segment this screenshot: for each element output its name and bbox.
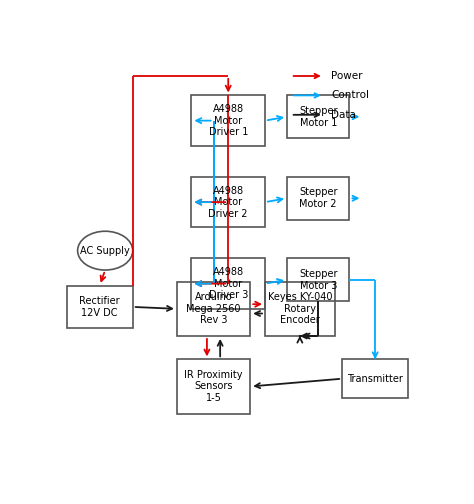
Text: IR Proximity
Sensors
1-5: IR Proximity Sensors 1-5 — [184, 370, 243, 403]
Text: Stepper
Motor 1: Stepper Motor 1 — [299, 106, 337, 128]
Text: Arduino
Mega 2560
Rev 3: Arduino Mega 2560 Rev 3 — [186, 292, 241, 326]
Text: Data: Data — [331, 110, 356, 120]
Text: Transmitter: Transmitter — [347, 373, 403, 384]
Text: A4988
Motor
Driver 3: A4988 Motor Driver 3 — [209, 267, 248, 300]
Text: AC Supply: AC Supply — [80, 245, 130, 256]
Bar — [287, 259, 349, 301]
Bar — [177, 359, 250, 414]
Bar — [191, 177, 265, 227]
Text: A4988
Motor
Driver 2: A4988 Motor Driver 2 — [209, 185, 248, 219]
Bar — [265, 282, 335, 336]
Text: Stepper
Motor 2: Stepper Motor 2 — [299, 187, 337, 209]
Bar — [191, 95, 265, 146]
Text: Control: Control — [331, 90, 369, 100]
Bar — [191, 259, 265, 309]
Bar — [177, 282, 250, 336]
Bar — [287, 177, 349, 220]
Text: Keyes KY-040
Rotary
Encoder: Keyes KY-040 Rotary Encoder — [268, 292, 332, 326]
Text: A4988
Motor
Driver 1: A4988 Motor Driver 1 — [209, 104, 248, 137]
Text: Power: Power — [331, 71, 363, 81]
Bar — [287, 95, 349, 138]
Text: Stepper
Motor 3: Stepper Motor 3 — [299, 269, 337, 290]
Text: Rectifier
12V DC: Rectifier 12V DC — [79, 296, 120, 318]
Bar — [342, 359, 408, 398]
Bar — [66, 286, 133, 328]
